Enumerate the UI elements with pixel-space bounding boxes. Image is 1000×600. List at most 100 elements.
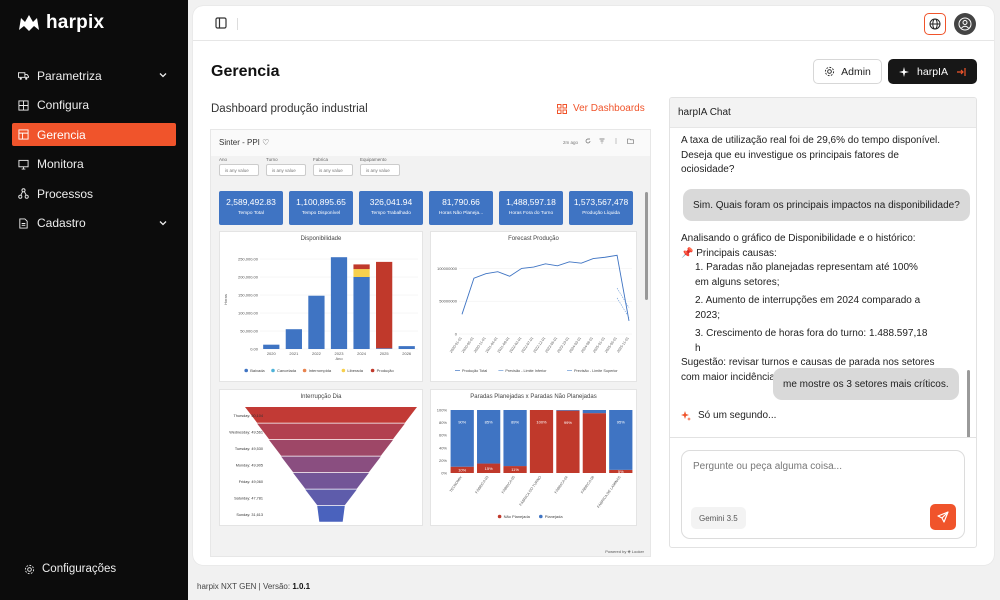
x-tick-label: FÁBRICA 05 [501, 475, 516, 494]
monitor-icon [18, 159, 29, 170]
chat-scrollbar[interactable] [967, 370, 970, 438]
chart-panel-disponibilidade[interactable]: Disponibilidade 0.00 50,000.00 100,000.00 1… [219, 231, 423, 382]
x-tick-label: 2021 [289, 351, 299, 356]
filter-icon[interactable] [599, 138, 605, 144]
data-label: 95% [617, 420, 625, 425]
divider [237, 18, 238, 30]
folder-icon[interactable] [627, 138, 634, 144]
language-button[interactable] [924, 13, 946, 35]
kpi-tile[interactable]: 1,100,895.65 Tempo Disponível [289, 191, 353, 225]
filter-label: Equipamento [360, 157, 387, 162]
dashboard-tools [585, 138, 634, 144]
sidebar-item-label: Processos [37, 186, 94, 201]
x-tick-label: FÁBRICA DE LAMINAS [596, 475, 622, 509]
funnel-label: Monday: 49,905 [236, 463, 263, 467]
sidebar-item-gerencia[interactable]: Gerencia [12, 123, 176, 146]
kpi-label: Produção Líquida [582, 211, 620, 216]
page-title: Gerencia [211, 63, 280, 80]
x-tick-label: 2022 [312, 351, 322, 356]
filter-input[interactable]: is any value [266, 164, 306, 176]
sidebar-item-monitora[interactable]: Monitora [12, 153, 176, 176]
workflow-icon [18, 188, 29, 199]
chevron-down-icon[interactable] [158, 218, 168, 228]
app-name: harpix [46, 12, 105, 33]
chat-input-box: Gemini 3.5 [681, 450, 965, 539]
filter-input[interactable]: is any value [313, 164, 353, 176]
bar-segment [503, 410, 527, 467]
harpia-button[interactable]: harpIA [888, 59, 977, 84]
filter-label: Ano [219, 157, 228, 162]
y-tick-label: 0 [455, 332, 458, 337]
bar-segment [398, 346, 415, 349]
user-menu-button[interactable] [954, 13, 976, 35]
y-tick-label: 50000000 [439, 299, 458, 304]
chat-messages: A taxa de utilização real foi de 29,6% d… [670, 128, 976, 438]
view-dashboards-link[interactable]: Ver Dashboards [557, 103, 645, 114]
y-tick-label: 40% [439, 445, 447, 450]
sidebar-item-configura[interactable]: Configura [12, 94, 176, 117]
chart-panel-paradas[interactable]: Paradas Planejadas x Paradas Não Planeja… [430, 389, 637, 526]
filter-ano: Ano is any value [219, 157, 259, 176]
kpi-label: Tempo Total [238, 211, 264, 216]
legend-label: Produção [377, 368, 395, 373]
data-label: 15% [485, 466, 493, 471]
funnel-label: Saturday: 47,781 [234, 496, 263, 500]
series-line [461, 254, 630, 321]
data-label: 100% [536, 420, 547, 425]
filter-input[interactable]: is any value [360, 164, 400, 176]
divider [670, 437, 976, 438]
bar-segment [477, 463, 501, 473]
legend-marker [244, 368, 248, 373]
filter-label: Fabrica [313, 157, 329, 162]
kpi-tile[interactable]: 1,573,567,478 Produção Líquida [569, 191, 633, 225]
bar-segment [477, 410, 501, 464]
sidebar-item-parametriza[interactable]: Parametriza [12, 64, 176, 87]
assistant-message: Analisando o gráfico de Disponibilidade … [681, 232, 951, 385]
message-line: Só um segundo... [698, 410, 777, 421]
chart-title: Paradas Planejadas x Paradas Não Planeja… [470, 394, 597, 400]
panel-open-icon [956, 67, 966, 76]
harpix-logo-icon [19, 15, 39, 31]
kpi-tile[interactable]: 1,488,597.18 Horas Fora do Turno [499, 191, 563, 225]
sidebar-settings-link[interactable]: Configurações [24, 563, 116, 575]
sidebar-item-processos[interactable]: Processos [12, 182, 176, 205]
chat-input[interactable] [693, 461, 943, 491]
dashboard-scrollbar[interactable] [645, 192, 648, 300]
message-list: 1. Paradas não planejadas representam at… [681, 261, 931, 356]
kpi-tile[interactable]: 326,041.94 Tempo Trabalhado [359, 191, 423, 225]
funnel-segment [317, 506, 345, 522]
funnel-segment [281, 456, 381, 473]
legend-marker [497, 514, 502, 519]
chevron-down-icon[interactable] [158, 70, 168, 80]
model-selector[interactable]: Gemini 3.5 [691, 507, 746, 529]
filter-input[interactable]: is any value [219, 164, 259, 176]
chart-panel-interrupcao[interactable]: Interrupção Dia Thursday: 50,104 Wednesda… [219, 389, 423, 526]
y-tick-label: 20% [439, 458, 447, 463]
bar-segment [376, 261, 393, 349]
refresh-icon[interactable] [585, 138, 591, 144]
send-button[interactable] [930, 504, 956, 530]
logo[interactable]: harpix [18, 12, 104, 34]
data-label: 10% [458, 467, 466, 472]
kpi-label: Horas Fora do Turno [508, 211, 554, 216]
user-icon [958, 17, 972, 31]
kpi-tile[interactable]: 81,790.66 Horas Não Planeja... [429, 191, 493, 225]
more-icon[interactable] [613, 138, 619, 144]
sparkle-icon [681, 411, 691, 422]
sidebar-toggle-icon[interactable] [215, 17, 227, 29]
sidebar-item-cadastro[interactable]: Cadastro [12, 212, 176, 235]
paradas-chart: 0% 20% 40% 60% 80% 100% 10% 90% TECNOMIX 15% 85% FÁ… [437, 408, 633, 519]
bar-segment [556, 410, 580, 411]
kpi-value: 1,100,895.65 [296, 197, 346, 207]
x-tick-label: 2020 [267, 351, 277, 356]
layout-icon [18, 129, 29, 140]
forecast-chart: 0500000001000000002020-01-012020-06-0120… [437, 254, 632, 373]
x-tick-label: FÁBRICA 04 [554, 475, 569, 494]
kpi-tile[interactable]: 2,589,492.83 Tempo Total [219, 191, 283, 225]
user-message: Sim. Quais foram os principais impactos … [683, 189, 970, 221]
chart-panel-forecast[interactable]: Forecast Produção 0 50000000 100000000 2020… [430, 231, 637, 382]
funnel-label: Sunday: 31,613 [236, 513, 263, 517]
legend-label: Não Planejada [504, 514, 531, 519]
admin-button[interactable]: Admin [813, 59, 882, 84]
bar-segment [529, 410, 554, 473]
